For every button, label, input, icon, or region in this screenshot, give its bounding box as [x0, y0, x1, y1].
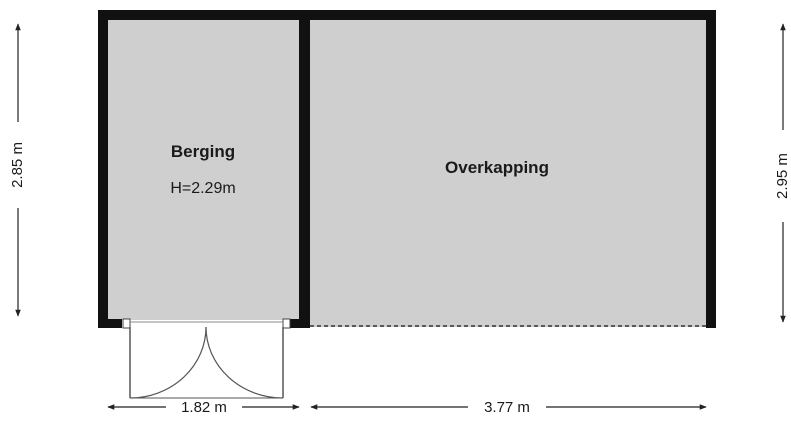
door-swing-left: [129, 326, 207, 399]
berging-name: Berging: [171, 142, 235, 161]
berging-floor: [108, 18, 299, 320]
overkapping-floor: [310, 18, 707, 327]
partition-wall: [299, 10, 310, 328]
left-wall: [98, 10, 108, 328]
top-wall: [98, 10, 716, 20]
overkapping-name: Overkapping: [445, 158, 549, 177]
berging-bottom-wall-right: [290, 319, 310, 328]
right-height-dimension: 2.95 m: [774, 153, 791, 199]
door-jamb-right: [282, 318, 291, 329]
door-jamb-left: [122, 318, 131, 329]
berging-width-dimension: 1.82 m: [181, 399, 227, 416]
overkapping-width-dimension: 3.77 m: [484, 399, 530, 416]
door-swing-right: [205, 326, 284, 399]
right-wall: [706, 10, 716, 328]
berging-height: H=2.29m: [170, 180, 235, 197]
left-height-dimension: 2.85 m: [9, 142, 26, 188]
berging-bottom-wall-left: [98, 319, 122, 328]
